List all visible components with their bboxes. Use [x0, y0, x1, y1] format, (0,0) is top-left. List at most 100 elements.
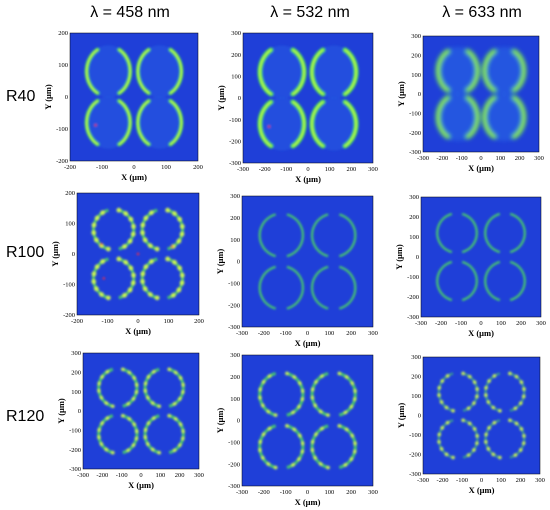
x-tick-label: 0	[480, 477, 483, 484]
x-tick-label: 100	[496, 477, 506, 484]
x-axis-label: X (μm)	[125, 326, 151, 336]
x-tick-label: -300	[236, 489, 248, 496]
y-axis-label: Y (μm)	[43, 84, 53, 110]
x-tick-label: 0	[132, 164, 135, 171]
x-axis-label: X (μm)	[468, 328, 494, 338]
row-header-r40: R40	[6, 88, 36, 105]
x-tick-label: 300	[194, 472, 204, 479]
x-tick-label: 200	[194, 318, 204, 325]
x-tick-label: -200	[435, 320, 447, 327]
x-tick-label: 100	[164, 318, 174, 325]
y-tick-label: -100	[409, 432, 421, 439]
x-axis-label: X (μm)	[468, 163, 494, 173]
x-tick-label: 200	[516, 477, 526, 484]
x-tick-label: 300	[536, 320, 546, 327]
intensity-pattern	[97, 367, 185, 455]
y-tick-label: -100	[63, 282, 75, 289]
x-tick-label: -300	[77, 472, 89, 479]
x-tick-label: 300	[368, 330, 378, 337]
y-tick-label: -100	[229, 117, 241, 124]
y-tick-label: 300	[230, 193, 240, 200]
x-tick-label: 0	[306, 166, 309, 173]
y-axis-label: Y (μm)	[215, 249, 225, 275]
y-tick-label: 200	[58, 30, 68, 37]
x-tick-label: 200	[346, 489, 356, 496]
y-tick-label: 0	[65, 94, 68, 101]
panel-svg: -200 -100 0 100 200 200 100 0 -100 -200 X (μm) Y (μ…	[50, 190, 204, 336]
plot-area	[70, 33, 198, 161]
y-tick-label: -300	[229, 160, 241, 167]
y-axis-label: Y (μm)	[396, 403, 406, 429]
y-axis-label: Y (μm)	[50, 241, 60, 267]
x-tick-label: 300	[534, 155, 544, 162]
panel-svg: -300 -200 -100 0 100 200 300 300 200 100 0 -100 -200…	[215, 193, 378, 348]
x-tick-label: -100	[280, 489, 292, 496]
y-tick-label: 200	[231, 52, 241, 59]
y-tick-label: 0	[238, 95, 241, 102]
panel-r100-633: -300 -200 -100 0 100 200 300 300 200 100 0 -100 -200…	[394, 193, 546, 341]
x-tick-label: 100	[325, 166, 335, 173]
y-tick-label: -100	[69, 428, 81, 435]
x-tick-label: 0	[306, 489, 309, 496]
panel-r40-458: -200 -100 0 100 200 200 100 0 -100 -200 X (μm) Y (μ…	[43, 29, 203, 185]
x-axis-label: X (μm)	[295, 174, 321, 184]
intensity-pattern	[84, 45, 184, 149]
x-tick-label: -100	[102, 318, 114, 325]
plot-area	[242, 355, 373, 486]
x-tick-label: 100	[161, 164, 171, 171]
x-tick-label: -300	[237, 166, 249, 173]
y-tick-label: 200	[230, 215, 240, 222]
panel-r120-458: -300 -200 -100 0 100 200 300 300 200 100 0 -100 -200…	[56, 349, 204, 493]
x-tick-label: -200	[258, 489, 270, 496]
y-tick-label: 200	[230, 374, 240, 381]
y-tick-label: 0	[418, 413, 421, 420]
y-tick-label: 200	[411, 53, 421, 60]
x-tick-label: 200	[346, 166, 356, 173]
y-tick-label: 200	[71, 370, 81, 377]
x-tick-label: -200	[258, 330, 270, 337]
column-header-458: λ = 458 nm	[90, 4, 170, 21]
x-tick-label: 200	[175, 472, 185, 479]
y-tick-label: 300	[231, 30, 241, 37]
y-axis-label: Y (μm)	[396, 81, 406, 107]
y-tick-label: 0	[78, 408, 81, 415]
x-tick-label: 100	[496, 320, 506, 327]
x-tick-label: -100	[456, 155, 468, 162]
x-tick-label: -300	[417, 155, 429, 162]
x-tick-label: -300	[417, 477, 429, 484]
y-tick-label: -100	[407, 274, 419, 281]
y-tick-label: 300	[230, 352, 240, 359]
plot-area	[242, 196, 373, 327]
panel-r100-532: -300 -200 -100 0 100 200 300 300 200 100 0 -100 -200…	[215, 192, 378, 351]
y-tick-label: -300	[407, 314, 419, 321]
x-axis-label: X (μm)	[121, 172, 147, 182]
y-tick-label: -100	[409, 111, 421, 118]
x-tick-label: 100	[155, 472, 165, 479]
y-tick-label: 100	[409, 234, 419, 241]
y-tick-label: -200	[409, 130, 421, 137]
y-tick-label: 100	[231, 74, 241, 81]
plot-area	[421, 197, 541, 317]
panel-svg: -300 -200 -100 0 100 200 300 300 200 100 0 -100 -200…	[56, 350, 204, 490]
y-axis-label: Y (μm)	[394, 244, 404, 270]
x-axis-label: X (μm)	[295, 338, 321, 348]
y-tick-label: 0	[237, 259, 240, 266]
panel-svg: -300 -200 -100 0 100 200 300 300 200 100 0 -100 -200…	[394, 194, 546, 338]
x-tick-label: -200	[437, 477, 449, 484]
y-tick-label: 100	[411, 72, 421, 79]
y-tick-label: -300	[409, 149, 421, 156]
column-header-532: λ = 532 nm	[270, 4, 350, 21]
intensity-pattern	[435, 47, 527, 141]
column-header-633: λ = 633 nm	[442, 4, 522, 21]
panel-r100-458: -200 -100 0 100 200 200 100 0 -100 -200 X (μm) Y (μ…	[50, 189, 204, 339]
y-axis-label: Y (μm)	[215, 408, 225, 434]
row-header-r100: R100	[6, 244, 45, 261]
x-tick-label: 100	[324, 489, 334, 496]
y-tick-label: 100	[58, 62, 68, 69]
y-tick-label: -200	[229, 139, 241, 146]
y-tick-label: -200	[409, 452, 421, 459]
x-tick-label: 0	[139, 472, 142, 479]
x-tick-label: -100	[455, 320, 467, 327]
x-tick-label: 0	[479, 155, 482, 162]
plot-area	[423, 357, 540, 474]
